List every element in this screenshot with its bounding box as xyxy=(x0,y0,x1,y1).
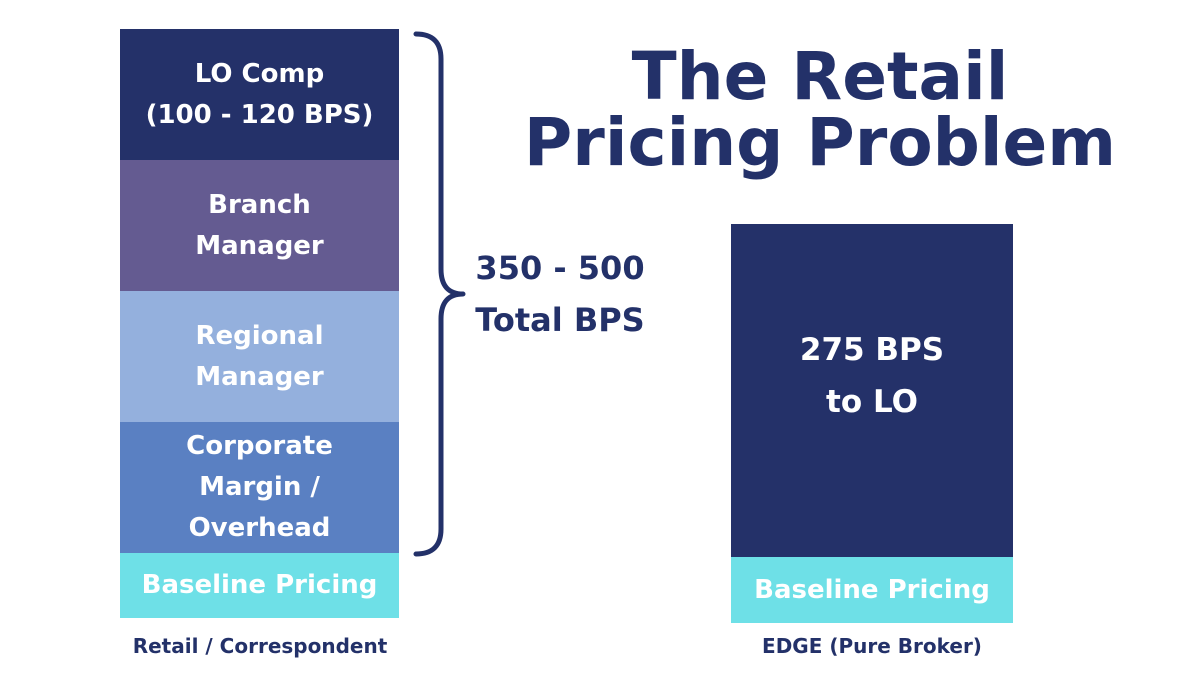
segment-label: LO Comp xyxy=(194,58,325,89)
page-title: The Retail Pricing Problem xyxy=(510,44,1130,176)
segment-label: Manager xyxy=(195,230,324,261)
curly-brace-icon xyxy=(413,31,466,557)
segment-label: Overhead xyxy=(188,513,331,543)
retail-stack: LO Comp (100 - 120 BPS) Branch Manager R… xyxy=(120,29,399,618)
edge-lo-bps: 275 BPS xyxy=(799,331,945,368)
segment-regional-manager: Regional Manager xyxy=(120,291,399,422)
title-line-2: Pricing Problem xyxy=(523,104,1117,181)
segment-label: Regional xyxy=(195,320,324,351)
total-bps-text: Total BPS xyxy=(475,301,645,339)
edge-lo-block: 275 BPS to LO xyxy=(731,224,1013,557)
total-bps-label: 350 - 500 Total BPS xyxy=(455,242,665,346)
segment-branch-manager: Branch Manager xyxy=(120,160,399,291)
edge-lo-text: to LO xyxy=(826,383,918,420)
total-bps-range: 350 - 500 xyxy=(475,249,645,287)
segment-label: Branch xyxy=(208,189,311,220)
segment-baseline-pricing: Baseline Pricing xyxy=(120,553,399,618)
segment-corporate-margin: Corporate Margin / Overhead xyxy=(120,422,399,553)
edge-stack: 275 BPS to LO Baseline Pricing xyxy=(731,224,1013,623)
edge-baseline-pricing: Baseline Pricing xyxy=(731,557,1013,623)
segment-label: Baseline Pricing xyxy=(141,570,378,600)
retail-caption: Retail / Correspondent xyxy=(132,634,388,658)
segment-label: Corporate xyxy=(186,431,333,461)
segment-label: (100 - 120 BPS) xyxy=(145,99,374,130)
edge-caption: EDGE (Pure Broker) xyxy=(762,634,982,658)
title-line-1: The Retail xyxy=(631,38,1009,115)
segment-lo-comp: LO Comp (100 - 120 BPS) xyxy=(120,29,399,160)
edge-baseline-label: Baseline Pricing xyxy=(754,575,990,605)
segment-label: Manager xyxy=(195,361,324,392)
segment-label: Margin / xyxy=(199,472,320,502)
